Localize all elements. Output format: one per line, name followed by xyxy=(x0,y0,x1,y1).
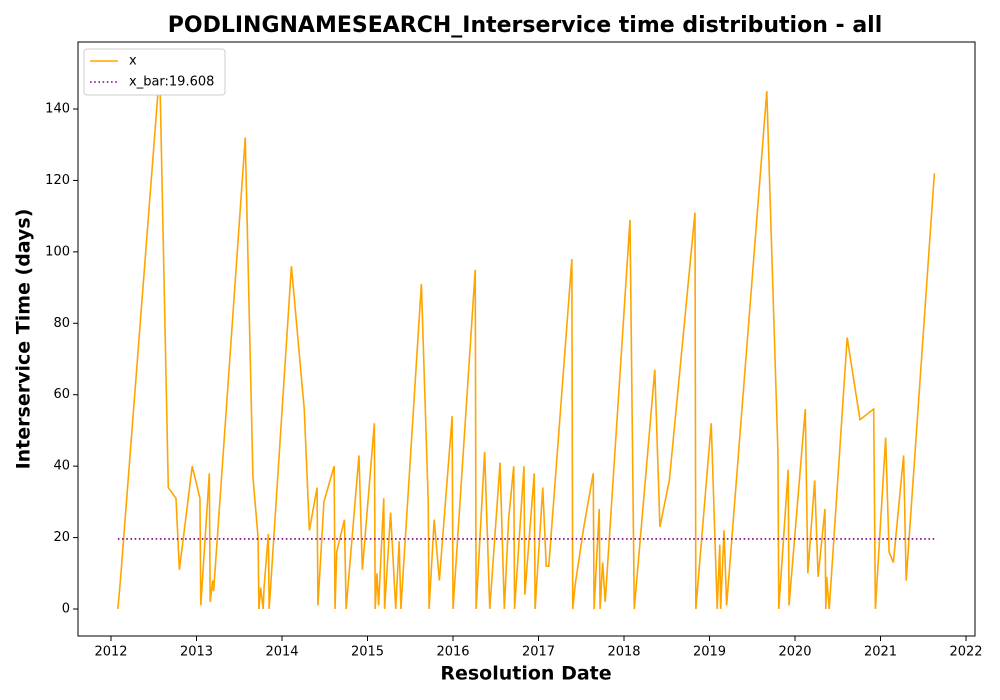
y-tick-label: 0 xyxy=(62,602,70,617)
y-tick-label: 40 xyxy=(53,459,70,474)
y-axis-label: Interservice Time (days) xyxy=(13,209,35,470)
y-tick-label: 60 xyxy=(53,387,70,402)
x-tick-label: 2012 xyxy=(94,645,127,660)
x-tick-label: 2017 xyxy=(522,645,555,660)
x-tick-label: 2018 xyxy=(607,645,640,660)
x-tick-label: 2016 xyxy=(436,645,469,660)
x-tick-label: 2014 xyxy=(265,645,298,660)
y-tick-label: 100 xyxy=(45,244,70,259)
series-line xyxy=(117,69,936,610)
y-tick-label: 80 xyxy=(53,316,70,331)
x-tick-label: 2022 xyxy=(949,645,982,660)
y-tick-label: 20 xyxy=(53,530,70,545)
x-tick-label: 2013 xyxy=(180,645,213,660)
x-axis-label: Resolution Date xyxy=(440,663,611,685)
plot-frame xyxy=(77,41,976,637)
legend-label: x_bar:19.608 xyxy=(129,75,214,90)
y-tick-label: 120 xyxy=(45,173,70,188)
x-tick-label: 2015 xyxy=(351,645,384,660)
x-tick-label: 2020 xyxy=(778,645,811,660)
legend-box xyxy=(83,48,226,96)
x-tick-label: 2019 xyxy=(693,645,726,660)
x-tick-label: 2021 xyxy=(864,645,897,660)
legend-label: x xyxy=(129,54,137,69)
chart-title: PODLINGNAMESEARCH_Interservice time dist… xyxy=(168,13,883,38)
y-tick-label: 140 xyxy=(45,102,70,117)
